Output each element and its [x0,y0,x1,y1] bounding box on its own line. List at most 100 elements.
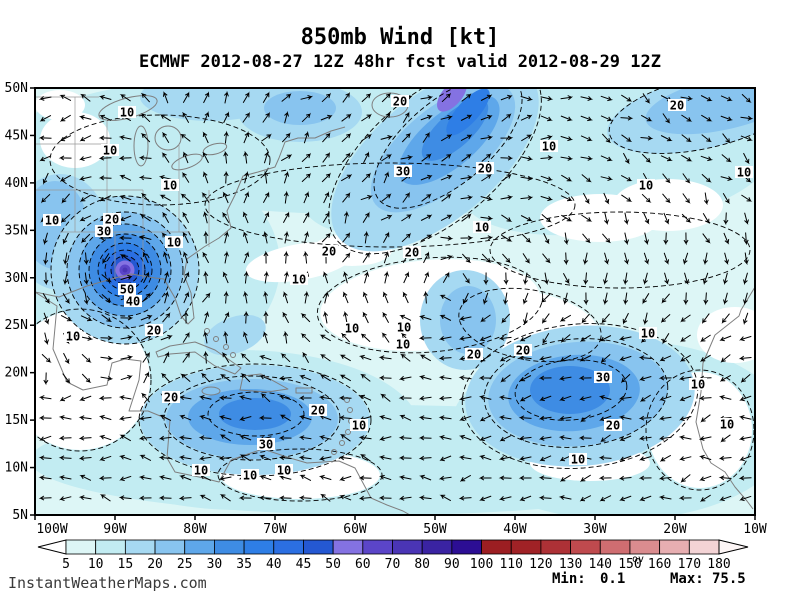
lat-tick-label: 40N [5,176,28,191]
svg-text:20: 20 [467,348,481,362]
colorbar-segment [154,539,186,555]
lon-tick-label: 80W [183,522,207,537]
contour-label: 20 [309,404,327,418]
colorbar-tick-label: 160 [648,557,671,572]
svg-text:10: 10 [243,469,257,483]
contour-label: 10 [639,327,657,341]
colorbar-segment [65,539,97,555]
contour-label: 10 [637,179,655,193]
max-value: 75.5 [712,571,746,587]
svg-text:10: 10 [45,214,59,228]
contour-label: 10 [241,469,259,483]
colorbar-tick-label: 150 [618,557,641,572]
lat-tick-label: 15N [5,413,28,428]
colorbar-segment [184,539,215,555]
min-label: Min: [552,571,586,587]
lon-tick-label: 10W [743,522,767,537]
coastline-layer [35,92,755,515]
colorbar-tick-label: 60 [355,557,371,572]
svg-text:10: 10 [194,464,208,478]
colorbar-artifact-text: ov [632,554,644,565]
svg-text:30: 30 [596,371,610,385]
colorbar-tick-label: 80 [414,557,430,572]
contour-label: 20 [145,324,163,338]
colorbar-segment [273,539,304,555]
colorbar-segment [659,539,690,555]
svg-text:20: 20 [670,99,684,113]
colorbar-segment [392,539,423,555]
lon-tick-label: 20W [663,522,687,537]
max-label: Max: [670,571,704,587]
contour-label: 20 [668,99,686,113]
colorbar-tick-label: 45 [296,557,312,572]
svg-text:20: 20 [147,324,161,338]
lat-axis: 50N 45N 40N 35N 30N 25N 20N 15N 10N 5N [5,81,35,523]
colorbar-tick-label: 70 [385,557,401,572]
lon-axis: 100W 90W 80W 70W 60W 50W 40W 30W 20W 10W [34,515,767,537]
contour-label: 10 [165,236,183,250]
contour-label: 10 [192,464,210,478]
svg-text:10: 10 [163,179,177,193]
lon-tick-label: 60W [343,522,367,537]
svg-text:40: 40 [126,295,140,309]
min-value: 0.1 [600,571,625,587]
colorbar-segment [540,539,571,555]
lon-tick-label: 30W [583,522,607,537]
colorbar-tick-label: 50 [325,557,341,572]
svg-text:50: 50 [120,283,134,297]
colorbar-segment [214,539,245,555]
svg-text:20: 20 [478,162,492,176]
contour-label: 10 [101,144,119,158]
svg-text:20: 20 [322,245,336,259]
colorbar-tick-label: 90 [444,557,460,572]
svg-text:10: 10 [167,236,181,250]
svg-text:10: 10 [396,338,410,352]
contour-label: 30 [95,225,113,239]
contour-label: 20 [476,162,494,176]
svg-text:10: 10 [120,106,134,120]
contour-label: 10 [118,106,136,120]
lon-tick-label: 90W [103,522,127,537]
contour-label: 20 [403,246,421,260]
colorbar-tick-label: 15 [118,557,134,572]
svg-text:10: 10 [737,166,751,180]
svg-text:10: 10 [277,464,291,478]
lon-tick-label: 40W [503,522,527,537]
contour-label: 10 [718,418,736,432]
svg-text:20: 20 [606,419,620,433]
colorbar-tick-label: 30 [207,557,223,572]
lon-tick-label: 100W [36,522,67,537]
contour-label: 10 [350,419,368,433]
colorbar-segment [570,539,601,555]
contour-label: 10 [569,453,587,467]
colorbar-tick-label: 100 [470,557,493,572]
map-frame [34,87,756,516]
lat-tick-label: 10N [5,461,28,476]
contour-label: 30 [257,438,275,452]
chart-title: 850mb Wind [kt] [301,25,500,50]
colorbar-segment [95,539,126,555]
contour-label: 20 [391,95,409,109]
contour-label: 10 [473,221,491,235]
contour-label: 20 [514,344,532,358]
contour-label: 30 [594,371,612,385]
contour-label: 30 [394,165,412,179]
svg-text:10: 10 [691,378,705,392]
svg-text:10: 10 [720,418,734,432]
svg-text:10: 10 [639,179,653,193]
svg-text:20: 20 [105,213,119,227]
lon-tick-label: 50W [423,522,447,537]
contour-label: 20 [320,245,338,259]
colorbar-tick-label: 110 [499,557,522,572]
lat-tick-label: 5N [12,508,28,523]
colorbar-segment [510,539,542,555]
colorbar-segment [481,539,512,555]
colorbar-tick-label: 25 [177,557,193,572]
colorbar-tick-label: 10 [88,557,104,572]
watermark: InstantWeatherMaps.com [8,574,207,592]
colorbar: 5 10 15 20 25 30 35 40 45 50 60 70 80 90 100 110 120 130 1… [37,539,749,572]
colorbar-tick-label: 35 [236,557,252,572]
contour-label: 10 [689,378,707,392]
